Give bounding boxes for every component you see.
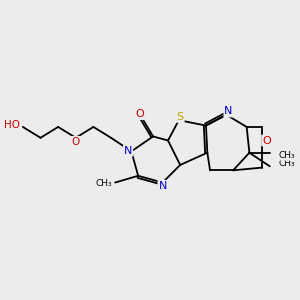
Text: S: S bbox=[177, 112, 184, 122]
Text: O: O bbox=[135, 109, 144, 119]
Text: N: N bbox=[124, 146, 132, 156]
Text: N: N bbox=[158, 181, 167, 191]
Text: O: O bbox=[262, 136, 271, 146]
Text: CH₃: CH₃ bbox=[95, 179, 112, 188]
Text: O: O bbox=[72, 137, 80, 147]
Text: CH₃: CH₃ bbox=[278, 151, 295, 160]
Text: N: N bbox=[224, 106, 233, 116]
Text: CH₃: CH₃ bbox=[278, 159, 295, 168]
Text: HO: HO bbox=[4, 120, 20, 130]
